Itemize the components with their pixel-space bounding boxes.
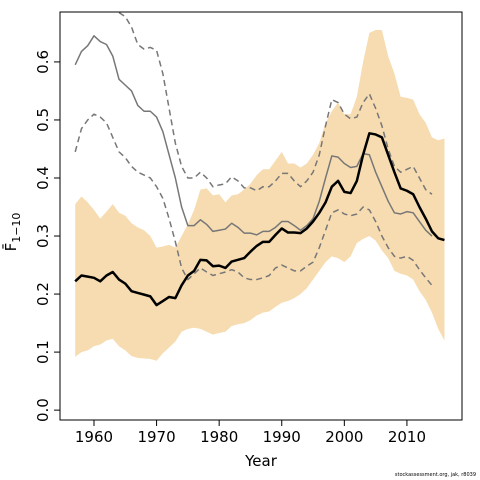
y-axis-label-main: F̄ <box>1 243 20 252</box>
x-tick-label: 2000 <box>325 428 363 446</box>
plot-frame <box>59 11 463 421</box>
y-tick-label: 0.2 <box>34 282 52 306</box>
x-tick-label: 1960 <box>75 428 113 446</box>
y-tick-label: 0.3 <box>34 224 52 248</box>
confidence-band <box>75 29 445 361</box>
x-axis-label: Year <box>244 452 278 470</box>
y-tick-label: 0.1 <box>34 340 52 364</box>
y-axis-label: F̄1−10 <box>1 213 23 252</box>
x-tick-label: 1980 <box>200 428 238 446</box>
x-tick-label: 1970 <box>137 428 175 446</box>
y-axis-label-sub: 1−10 <box>10 213 23 243</box>
x-tick-label: 2010 <box>388 428 426 446</box>
line <box>118 12 433 195</box>
line <box>74 35 433 237</box>
line <box>74 113 433 286</box>
y-tick-label: 0.5 <box>34 108 52 132</box>
y-tick-label: 0.6 <box>34 50 52 74</box>
line <box>74 132 445 307</box>
y-tick-label: 0.0 <box>34 398 52 422</box>
plot-area <box>74 12 445 361</box>
footnote: stockassessment.org, jak, r8039 <box>395 472 476 478</box>
x-tick-label: 1990 <box>263 428 301 446</box>
y-tick-label: 0.4 <box>34 166 52 190</box>
